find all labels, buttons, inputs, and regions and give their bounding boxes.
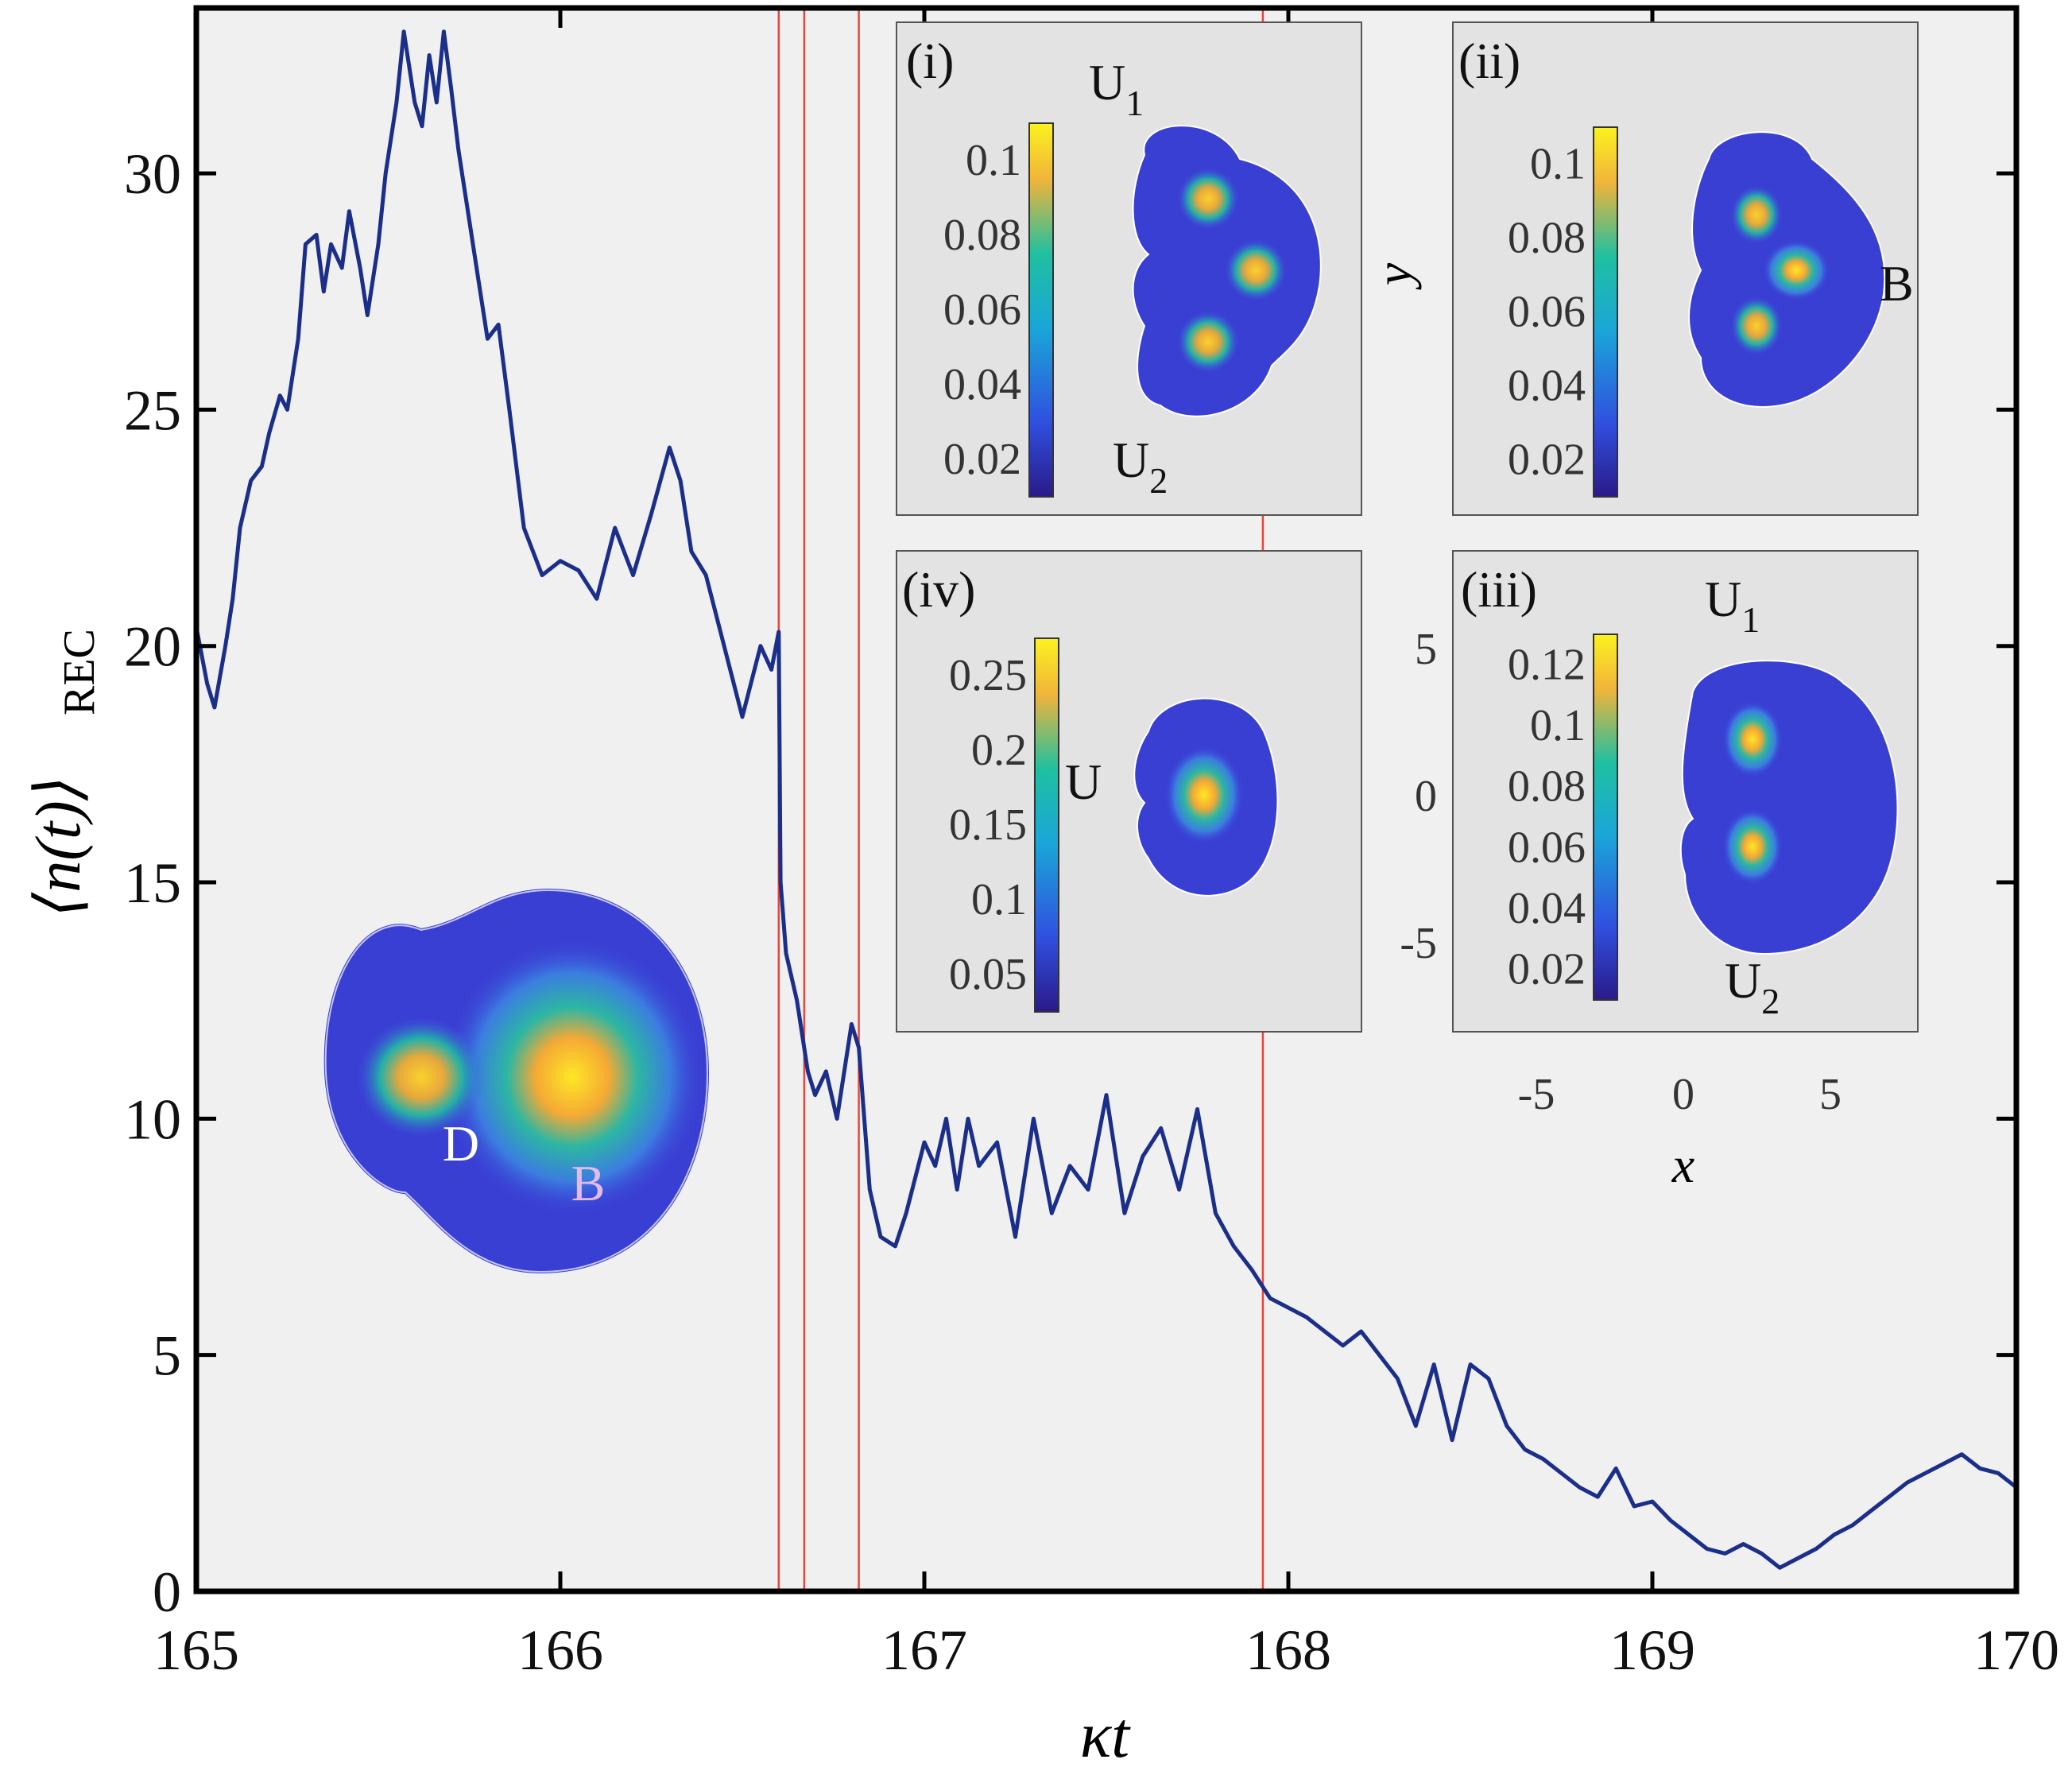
inset-ii-colorbar	[1593, 126, 1618, 498]
x-tick-label: 167	[881, 1618, 967, 1682]
inset-i: (i) 0.10.080.060.040.02 U1 U2	[896, 21, 1362, 516]
svg-text:U2: U2	[1113, 432, 1168, 501]
inset-iii-label: (iii)	[1461, 561, 1537, 618]
inset-i-U2-sub: 2	[1149, 460, 1168, 501]
inset-x-tick-label: 0	[1672, 1070, 1694, 1119]
x-axis-ticks: 165 166 167 168 169 170	[153, 8, 2059, 1682]
inset-i-label: (i)	[906, 33, 954, 89]
main-density-inset: D B	[323, 888, 710, 1274]
n-rec-line	[194, 29, 2018, 1570]
inset-iii-U1-sub: 1	[1741, 599, 1760, 640]
label-B: B	[571, 1155, 606, 1211]
colorbar-tick-label: 0.06	[943, 285, 1021, 335]
y-axis-label-sub: REC	[55, 629, 104, 715]
colorbar-tick-label: 0.04	[943, 360, 1021, 409]
x-tick-label: 170	[1973, 1618, 2059, 1682]
inset-iii: (iii) 0.120.10.080.060.040.02 U1 U2	[1452, 550, 1919, 1033]
inset-iii-colorbar	[1593, 634, 1618, 1001]
x-axis-label: κt	[1080, 1699, 1131, 1767]
x-tick-label: 169	[1609, 1618, 1695, 1682]
plot-frame	[193, 5, 2020, 1595]
inset-iii-U2: U	[1725, 952, 1761, 1009]
colorbar-tick-label: 0.1	[966, 136, 1021, 185]
inset-i-U1: U	[1089, 54, 1125, 110]
colorbar-tick-label: 0.05	[949, 950, 1027, 999]
label-D: D	[443, 1115, 479, 1172]
inset-iv-colorbar	[1034, 637, 1059, 1013]
inset-y-tick-label: 5	[1415, 625, 1437, 674]
colorbar-tick-label: 0.08	[1508, 762, 1586, 812]
colorbar-tick-label: 0.02	[1508, 945, 1586, 994]
x-tick-label: 166	[517, 1618, 603, 1682]
y-tick-label: 15	[124, 851, 181, 915]
inset-x-label: x	[1671, 1137, 1694, 1193]
inset-ii-label: (ii)	[1458, 33, 1520, 89]
y-tick-label: 10	[124, 1087, 181, 1151]
inset-iv-label: (iv)	[902, 561, 975, 618]
colorbar-tick-label: 0.02	[943, 435, 1021, 484]
y-tick-label: 20	[124, 615, 181, 679]
inset-i-U1-sub: 1	[1125, 83, 1144, 123]
colorbar-tick-label: 0.08	[943, 211, 1021, 260]
inset-ii: (ii) 0.1 0.08 0.06 0.04 0.02 B	[1452, 21, 1919, 516]
colorbar-tick-label: 0.04	[1508, 884, 1586, 933]
inset-y-label: y	[1365, 262, 1422, 290]
colorbar-tick-label: 0.04	[1508, 362, 1586, 411]
colorbar-tick-label: 0.06	[1508, 823, 1586, 872]
y-axis-label: ⟨n(t)⟩	[24, 776, 94, 917]
y-tick-label: 0	[153, 1560, 181, 1624]
inset-axes: -5 0 5 5 0 -5 x y	[1365, 262, 1842, 1193]
y-tick-label: 30	[124, 142, 181, 206]
inset-y-tick-label: -5	[1400, 919, 1437, 968]
colorbar-tick-label: 0.1	[971, 875, 1027, 924]
colorbar-tick-label: 0.02	[1508, 436, 1586, 485]
svg-text:U1: U1	[1089, 54, 1144, 123]
colorbar-tick-label: 0.1	[1530, 701, 1586, 750]
x-tick-label: 165	[153, 1618, 239, 1682]
colorbar-tick-label: 0.12	[1508, 640, 1586, 689]
y-tick-label: 25	[124, 378, 181, 442]
colorbar-tick-label: 0.08	[1508, 214, 1586, 263]
inset-y-tick-label: 0	[1415, 772, 1437, 821]
inset-ii-B: B	[1880, 255, 1914, 312]
svg-text:U2: U2	[1725, 952, 1780, 1021]
svg-text:U1: U1	[1705, 571, 1760, 640]
colorbar-tick-label: 0.2	[971, 726, 1027, 775]
inset-i-colorbar	[1028, 122, 1054, 498]
y-tick-label: 5	[153, 1324, 181, 1388]
colorbar-tick-label: 0.1	[1530, 140, 1586, 189]
inset-iii-U1: U	[1705, 571, 1741, 627]
inset-x-tick-label: 5	[1819, 1070, 1842, 1119]
x-tick-label: 168	[1245, 1618, 1331, 1682]
inset-iv-U: U	[1065, 754, 1102, 810]
inset-i-U2: U	[1113, 432, 1149, 488]
inset-x-tick-label: -5	[1518, 1070, 1555, 1119]
inset-iv: (iv) 0.25 0.2 0.15 0.1 0.05 U	[896, 550, 1362, 1033]
inset-iii-U2-sub: 2	[1761, 981, 1780, 1021]
colorbar-tick-label: 0.06	[1508, 288, 1586, 337]
colorbar-tick-label: 0.25	[949, 651, 1027, 700]
colorbar-tick-label: 0.15	[949, 800, 1027, 850]
